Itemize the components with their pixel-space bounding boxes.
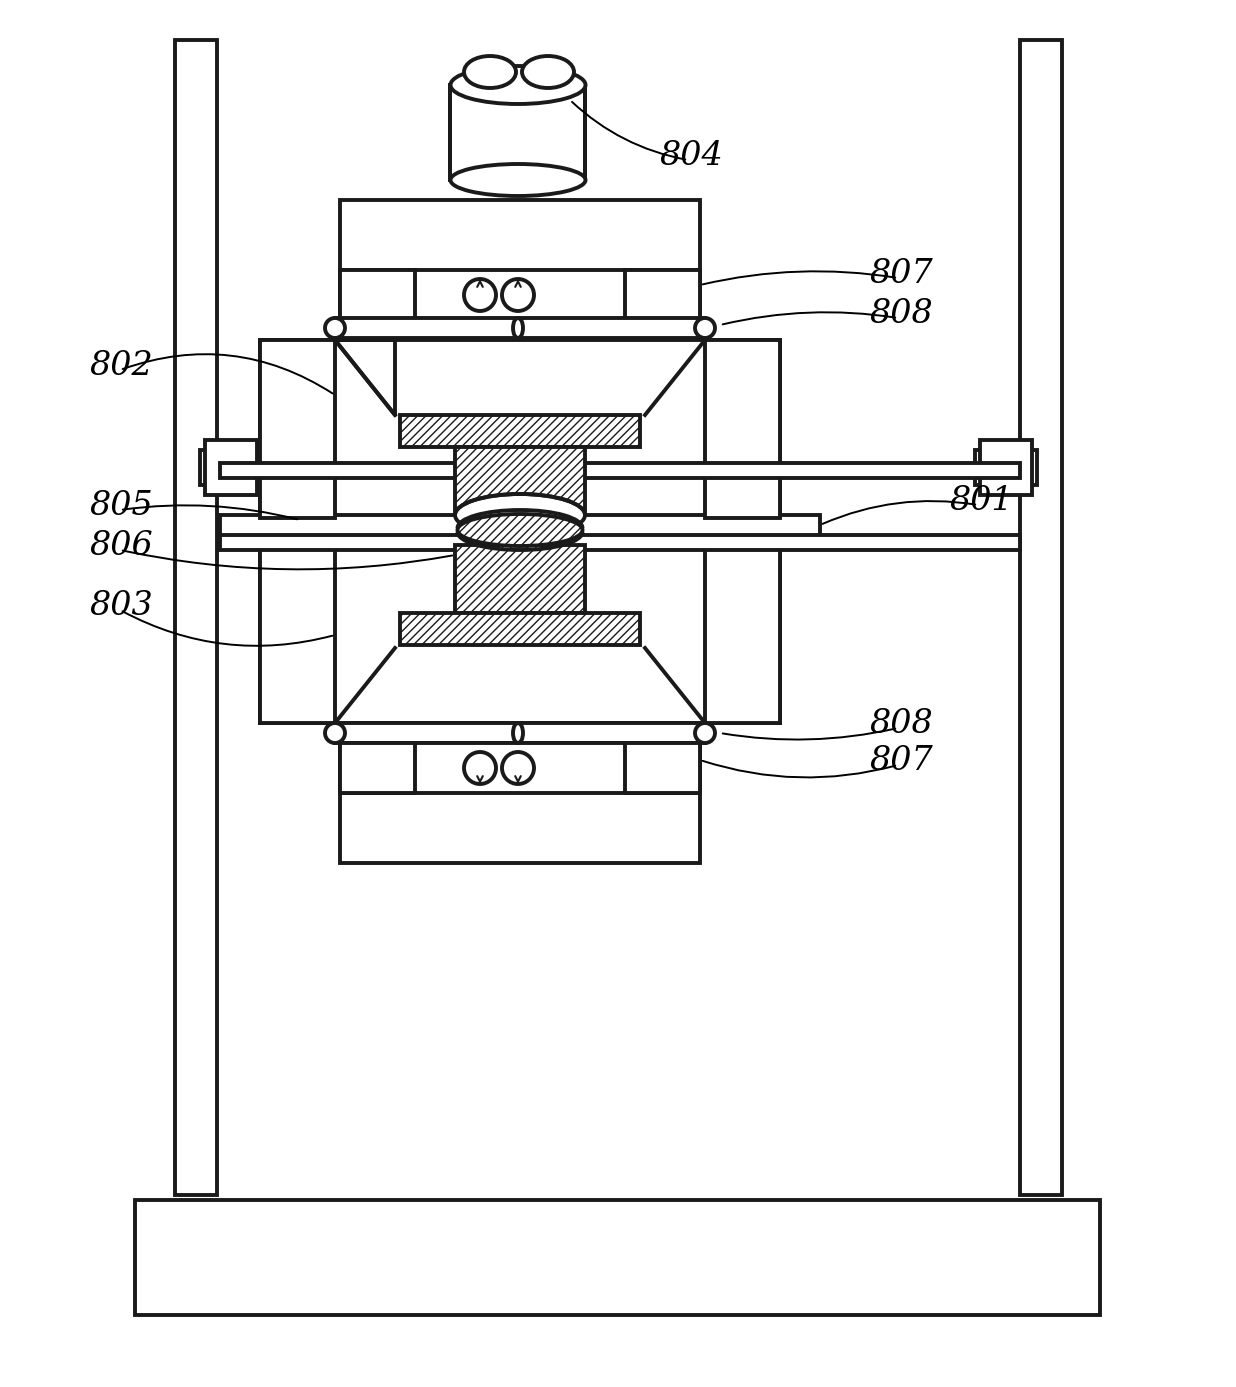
Bar bbox=[625, 743, 700, 793]
Ellipse shape bbox=[695, 723, 714, 743]
Bar bbox=[705, 340, 780, 517]
Bar bbox=[625, 270, 700, 320]
Bar bbox=[340, 270, 415, 320]
Ellipse shape bbox=[455, 494, 585, 535]
Bar bbox=[260, 340, 335, 517]
Bar bbox=[340, 743, 700, 863]
Bar bbox=[340, 743, 415, 793]
Bar bbox=[455, 447, 585, 515]
Ellipse shape bbox=[464, 55, 515, 87]
Text: 804: 804 bbox=[660, 140, 724, 172]
Text: 803: 803 bbox=[90, 589, 153, 621]
Circle shape bbox=[502, 279, 534, 311]
Bar bbox=[200, 449, 262, 485]
Ellipse shape bbox=[325, 318, 345, 338]
Circle shape bbox=[464, 279, 496, 311]
Text: 808: 808 bbox=[870, 298, 933, 330]
Bar bbox=[220, 535, 1020, 551]
Ellipse shape bbox=[450, 67, 586, 104]
Bar bbox=[340, 200, 700, 320]
Text: 805: 805 bbox=[90, 490, 153, 522]
Ellipse shape bbox=[522, 55, 574, 87]
Text: 806: 806 bbox=[90, 530, 153, 562]
Bar bbox=[340, 743, 700, 793]
Text: 807: 807 bbox=[870, 258, 933, 290]
Ellipse shape bbox=[513, 318, 523, 338]
Bar bbox=[335, 318, 705, 338]
Text: 807: 807 bbox=[870, 745, 933, 777]
Bar bbox=[975, 449, 1037, 485]
Bar bbox=[400, 613, 640, 645]
Bar bbox=[220, 463, 1020, 479]
Bar bbox=[220, 515, 819, 545]
Bar bbox=[260, 340, 780, 517]
Bar bbox=[450, 85, 585, 180]
Ellipse shape bbox=[457, 515, 582, 546]
Bar bbox=[335, 723, 705, 743]
Bar bbox=[980, 440, 1032, 495]
Ellipse shape bbox=[513, 723, 523, 743]
Text: 802: 802 bbox=[90, 350, 153, 381]
Bar bbox=[455, 545, 585, 613]
Bar bbox=[340, 270, 700, 320]
Bar bbox=[400, 415, 640, 447]
Bar bbox=[135, 1200, 1100, 1315]
Bar bbox=[205, 440, 257, 495]
Circle shape bbox=[464, 752, 496, 784]
Ellipse shape bbox=[450, 164, 586, 196]
Bar bbox=[452, 87, 583, 178]
Ellipse shape bbox=[695, 318, 714, 338]
Bar bbox=[1020, 40, 1062, 1196]
Circle shape bbox=[502, 752, 534, 784]
Bar bbox=[176, 40, 218, 1196]
Bar bbox=[705, 545, 780, 723]
Bar bbox=[260, 545, 335, 723]
Bar bbox=[260, 545, 780, 723]
Ellipse shape bbox=[325, 723, 345, 743]
Text: 808: 808 bbox=[870, 707, 933, 741]
Text: 801: 801 bbox=[950, 485, 1014, 517]
